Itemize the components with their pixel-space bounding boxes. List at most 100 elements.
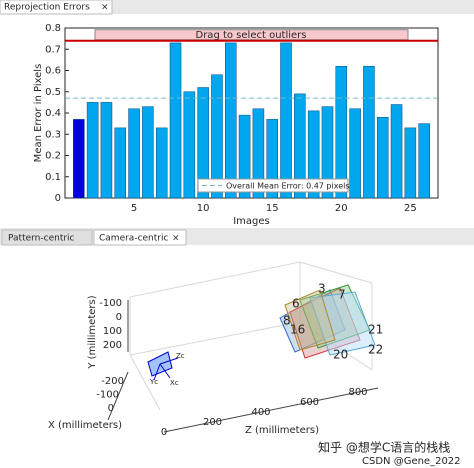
y-tick-label: 0.6 bbox=[45, 66, 61, 77]
camera-axis bbox=[159, 363, 171, 379]
tab-bg bbox=[0, 0, 113, 15]
board-label: 21 bbox=[368, 323, 383, 337]
y-tick-label: 0.8 bbox=[45, 23, 61, 34]
z-tick-label: 600 bbox=[300, 397, 319, 408]
tab[interactable]: Pattern-centric bbox=[1, 229, 93, 246]
bar bbox=[418, 123, 430, 199]
x-tick-label: -200 bbox=[101, 376, 124, 387]
bar bbox=[155, 127, 168, 199]
x-tick-label: -100 bbox=[96, 390, 119, 401]
bar bbox=[169, 42, 182, 199]
bar bbox=[252, 108, 265, 199]
z-axis-label: Z (millimeters) bbox=[245, 425, 319, 436]
tab[interactable]: Camera-centric × bbox=[93, 229, 187, 246]
board-label: 8 bbox=[283, 314, 291, 328]
bar bbox=[211, 74, 223, 199]
tab-bg bbox=[93, 229, 187, 246]
box-3d bbox=[129, 261, 373, 411]
axis-line bbox=[163, 387, 379, 433]
outlier-hint-label: Drag to select outliers bbox=[196, 30, 307, 41]
y-tick-label: -100 bbox=[99, 298, 122, 309]
y-tick-label: 0.5 bbox=[45, 87, 61, 98]
bar bbox=[142, 106, 154, 199]
bar bbox=[280, 42, 292, 199]
y-tick-label: 0.1 bbox=[45, 172, 61, 183]
y-tick-label: 100 bbox=[103, 326, 122, 337]
x-axis-label: Images bbox=[233, 216, 270, 227]
board-label: 20 bbox=[333, 348, 348, 362]
x-tick-label: 15 bbox=[266, 203, 279, 214]
watermark: CSDN @Gene_2022 bbox=[362, 456, 461, 467]
bar bbox=[266, 119, 278, 199]
y-tick-label: 0.3 bbox=[45, 129, 61, 140]
board-label: 22 bbox=[368, 343, 383, 357]
legend bbox=[197, 178, 349, 193]
tab-close[interactable]: × bbox=[101, 3, 109, 13]
camera-axis-label: Zc bbox=[176, 352, 185, 360]
bar bbox=[183, 91, 196, 199]
bar bbox=[114, 127, 127, 199]
tab-label: Reprojection Errors bbox=[4, 3, 90, 13]
bar bbox=[294, 93, 306, 199]
camera-axis-label: Yc bbox=[149, 378, 158, 386]
camera bbox=[147, 351, 179, 381]
bar bbox=[128, 108, 140, 199]
axis-line bbox=[107, 371, 129, 421]
watermark: 知乎 @想学C语言的栈栈 bbox=[318, 440, 450, 455]
tab-bg bbox=[1, 229, 93, 246]
y-tick-label: 0.4 bbox=[45, 108, 61, 119]
y-tick-label: 0.7 bbox=[45, 44, 61, 55]
tab-bar bbox=[0, 0, 474, 14]
board-label: 16 bbox=[290, 323, 305, 337]
bar bbox=[335, 66, 348, 199]
bar bbox=[307, 110, 320, 199]
plot-area bbox=[64, 27, 439, 199]
x-tick-label: 25 bbox=[404, 203, 417, 214]
z-tick-label: 0 bbox=[161, 427, 167, 438]
tab-label: Pattern-centric bbox=[8, 234, 75, 244]
boards bbox=[279, 284, 376, 359]
z-tick-label: 400 bbox=[251, 407, 270, 418]
x-axis-label: X (millimeters) bbox=[48, 420, 122, 431]
board bbox=[284, 289, 336, 351]
bar bbox=[238, 114, 251, 199]
box-edge bbox=[129, 297, 161, 411]
board-label: 7 bbox=[338, 288, 346, 302]
bar bbox=[197, 87, 209, 199]
y-tick-label: 0.2 bbox=[45, 151, 61, 162]
bar bbox=[390, 104, 403, 199]
board-label: 3 bbox=[318, 282, 326, 296]
tab-close[interactable]: × bbox=[172, 234, 180, 244]
camera-axis bbox=[153, 363, 161, 381]
bar bbox=[73, 119, 85, 199]
y-axis-label: Mean Error in Pixels bbox=[33, 64, 44, 163]
x-tick-label: 0 bbox=[108, 403, 114, 414]
tab[interactable]: Reprojection Errors × bbox=[0, 0, 113, 15]
box-edge bbox=[129, 261, 373, 370]
x-tick-label: 20 bbox=[335, 203, 348, 214]
legend-label: Overall Mean Error: 0.47 pixels bbox=[226, 182, 350, 191]
x-tick-label: 5 bbox=[131, 203, 137, 214]
bar bbox=[376, 117, 389, 199]
board-label: 6 bbox=[292, 297, 300, 311]
bar bbox=[404, 127, 417, 199]
y-tick-label: 0 bbox=[55, 193, 61, 204]
bar bbox=[321, 106, 334, 199]
bar bbox=[86, 102, 99, 199]
y-tick-label: 200 bbox=[103, 340, 122, 351]
axes-3d bbox=[107, 300, 379, 433]
bar bbox=[100, 102, 113, 199]
camera-axis bbox=[159, 357, 179, 365]
bar bbox=[225, 42, 237, 199]
z-tick-label: 200 bbox=[203, 417, 222, 428]
tab-label: Camera-centric bbox=[99, 234, 168, 244]
y-tick-label: 0 bbox=[116, 312, 122, 323]
y-axis-label: Y (millimeters) bbox=[87, 295, 98, 369]
board bbox=[309, 291, 376, 356]
camera-axis-label: Xc bbox=[170, 379, 179, 387]
bar bbox=[363, 66, 375, 199]
bar bbox=[349, 108, 361, 199]
z-tick-label: 800 bbox=[348, 387, 367, 398]
